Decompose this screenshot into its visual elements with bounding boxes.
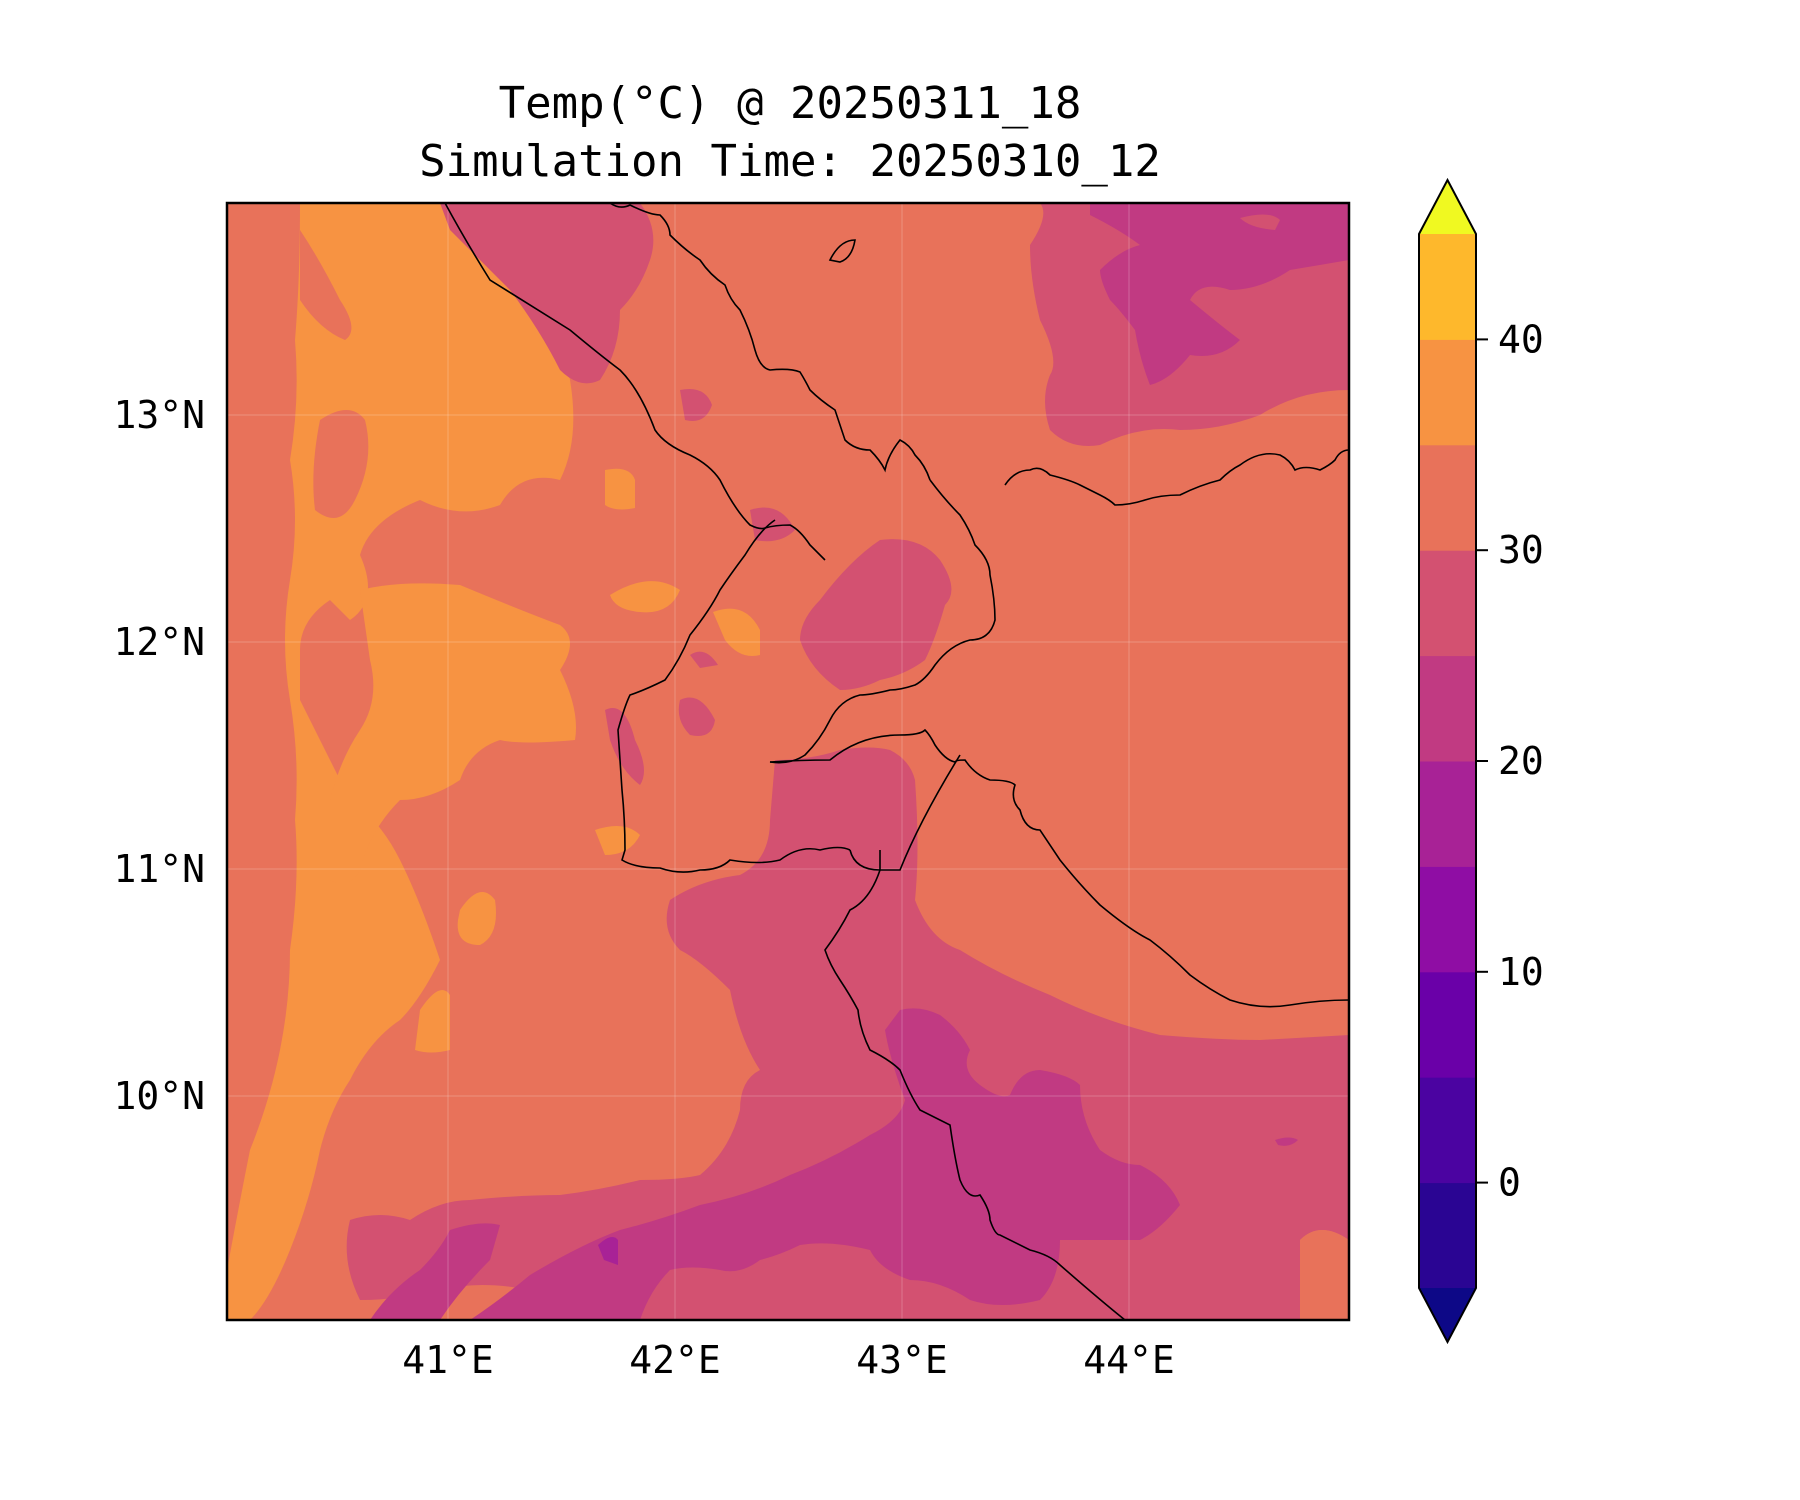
coastlines-and-borders	[444, 203, 1349, 1320]
coastline-gulf-aden-north	[1004, 449, 1349, 506]
lat-tick-label: 10°N	[113, 1074, 205, 1118]
lon-tick-label: 41°E	[402, 1338, 494, 1382]
temp-band-20-25-north	[440, 203, 654, 384]
lon-tick-label: 44°E	[1083, 1338, 1175, 1382]
colorbar-tick-label: 30	[1498, 528, 1544, 572]
temp-band-25-30-hole	[227, 750, 257, 1130]
colorbar-bin	[1419, 234, 1476, 340]
island	[828, 239, 856, 263]
colorbar: 40 30 20 10 0	[1418, 177, 1544, 1345]
temp-band-30-35-patch	[610, 581, 680, 613]
colorbar-bin	[1419, 550, 1476, 657]
coastline-gulf-south	[769, 728, 1349, 1008]
border-eritrea-ethiopia	[444, 203, 826, 561]
temp-band-15-20-northeast	[1090, 203, 1349, 385]
lat-tick-label: 11°N	[113, 847, 205, 891]
x-axis-labels: 41°E 42°E 43°E 44°E	[402, 1338, 1175, 1382]
colorbar-outline	[1418, 177, 1477, 1345]
temp-band-25-30-hole	[313, 410, 369, 518]
temp-band-30-35-patch	[457, 892, 496, 945]
y-axis-labels: 13°N 12°N 11°N 10°N	[113, 393, 205, 1118]
temp-band-30-35-central	[330, 583, 576, 884]
temp-band-20-25-patch	[678, 697, 715, 736]
lat-tick-label: 12°N	[113, 620, 205, 664]
map-title: Temp(°C) @ 20250311_18	[498, 78, 1082, 129]
temp-band-20-25-gulf	[800, 539, 952, 690]
colorbar-bin	[1419, 761, 1476, 867]
colorbar-tick-label: 0	[1498, 1161, 1521, 1205]
colorbar-tick-label: 40	[1498, 317, 1544, 361]
colorbar-extend-min	[1419, 1288, 1476, 1342]
temp-band-30-35-patch	[713, 608, 760, 656]
border-ethiopia-somalia	[824, 869, 1126, 1320]
temp-band-15-20-southwest	[370, 1223, 500, 1320]
colorbar-extend-max	[1419, 180, 1476, 234]
map-panel	[227, 203, 1349, 1320]
temp-band-30-35-patch	[415, 990, 450, 1053]
temp-band-15-20-patch	[1275, 1137, 1298, 1146]
colorbar-tick-label: 10	[1498, 950, 1544, 994]
lon-tick-label: 43°E	[856, 1338, 948, 1382]
map-frame	[225, 201, 1351, 1322]
colorbar-bin	[1419, 1077, 1476, 1184]
gridlines	[227, 203, 1349, 1320]
temp-band-15-20-south	[470, 1008, 1180, 1320]
temp-band-20-25-patch	[680, 389, 712, 421]
colorbar-bin	[1419, 971, 1476, 1078]
colorbar-bin	[1419, 655, 1476, 762]
map-subtitle: Simulation Time: 20250310_12	[419, 136, 1161, 187]
temp-band-30-35-patch	[605, 468, 635, 510]
coastline-gulf-north	[769, 479, 996, 764]
temp-band-20-25-patch	[690, 651, 718, 668]
temp-band-25-30-hole	[1300, 1230, 1349, 1320]
temp-band-10-15-patch	[598, 1236, 618, 1265]
colorbar-tick-label: 20	[1498, 739, 1544, 783]
lon-tick-label: 42°E	[629, 1338, 721, 1382]
temp-band-20-25-patch	[605, 708, 644, 785]
colorbar-bin	[1419, 444, 1476, 551]
temp-band-20-25-patch	[1240, 214, 1280, 230]
colorbar-bin	[1419, 339, 1476, 446]
coastline-red-sea-west	[609, 203, 931, 481]
lat-tick-label: 13°N	[113, 393, 205, 437]
border-ethiopia-djibouti	[617, 519, 851, 873]
temp-band-25-30-hole	[300, 230, 352, 340]
colorbar-bin	[1419, 866, 1476, 973]
temp-band-30-35-patch	[595, 826, 640, 855]
colorbar-bin	[1419, 1182, 1476, 1289]
